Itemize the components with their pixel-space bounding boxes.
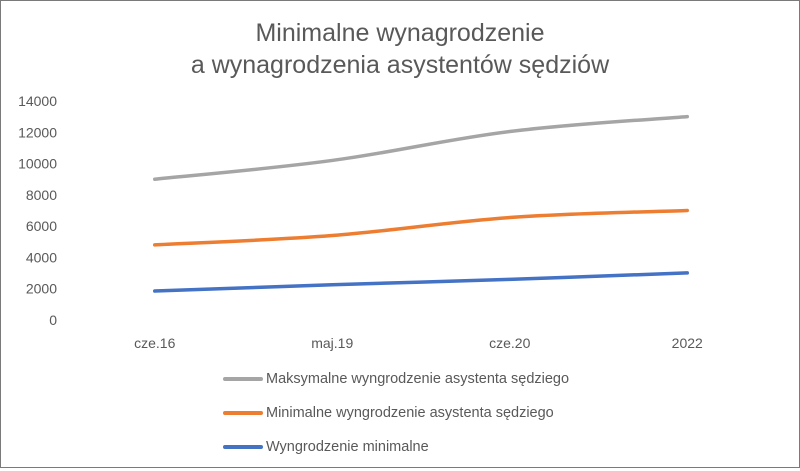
legend-swatch-minimum-wage	[223, 445, 263, 449]
legend-item-min-assistant: Minimalne wyngrodzenie asystenta sędzieg…	[223, 403, 569, 423]
y-tick-label: 6000	[26, 218, 57, 234]
legend-item-max-assistant: Maksymalne wyngrodzenie asystenta sędzie…	[223, 369, 569, 389]
series-line-1	[153, 208, 689, 247]
chart-title-line-2: a wynagrodzenia asystentów sędziów	[190, 51, 610, 79]
legend-swatch-min-assistant	[223, 411, 263, 415]
chart-title-line-1: Minimalne wynagrodzenie	[255, 19, 545, 47]
y-tick-label: 14000	[18, 93, 57, 109]
y-tick-label: 0	[49, 312, 57, 328]
legend-label-min-assistant: Minimalne wyngrodzenie asystenta sędzieg…	[266, 405, 554, 421]
series-line-0	[153, 114, 689, 181]
legend-item-minimum-wage: Wyngrodzenie minimalne	[223, 437, 569, 457]
x-tick-label: cze.20	[489, 335, 530, 351]
series-line-2	[153, 271, 689, 293]
y-tick-label: 2000	[26, 281, 57, 297]
legend-swatch-max-assistant	[223, 377, 263, 381]
legend-label-minimum-wage: Wyngrodzenie minimalne	[266, 439, 429, 455]
y-tick-label: 12000	[18, 124, 57, 140]
y-tick-label: 8000	[26, 187, 57, 203]
legend-label-max-assistant: Maksymalne wyngrodzenie asystenta sędzie…	[266, 371, 570, 387]
x-tick-label: cze.16	[134, 335, 175, 351]
chart-legend: Maksymalne wyngrodzenie asystenta sędzie…	[223, 369, 569, 471]
y-tick-label: 4000	[26, 249, 57, 265]
x-tick-label: 2022	[672, 335, 703, 351]
x-tick-label: maj.19	[311, 335, 353, 351]
y-tick-label: 10000	[18, 156, 57, 172]
